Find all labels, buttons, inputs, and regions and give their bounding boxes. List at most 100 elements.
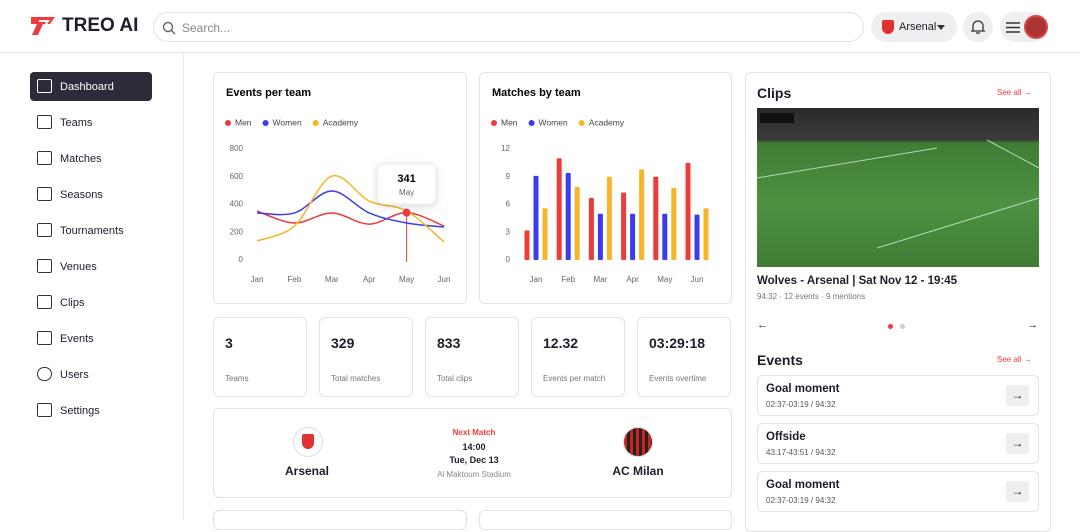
next-match-card: Arsenal Next Match 14:00 Tue, Dec 13 Al …	[213, 408, 732, 498]
legend-dot	[225, 120, 231, 126]
event-name: Goal moment	[766, 479, 840, 491]
event-open[interactable]: →	[1006, 481, 1029, 502]
see-all[interactable]: See all →	[997, 355, 1032, 364]
card	[479, 510, 732, 530]
stat-value: 833	[437, 335, 461, 351]
bar	[671, 187, 677, 260]
stat-value: 03:29:18	[649, 335, 706, 351]
nav-item[interactable]: Tournaments	[30, 216, 152, 245]
see-all-text[interactable]: See all	[997, 88, 1022, 97]
home-team: Arsenal	[284, 464, 330, 478]
clip-title[interactable]: Wolves - Arsenal | Sat Nov 12 - 19:45	[757, 275, 958, 287]
y-tick-label: 0	[506, 255, 511, 264]
event-item[interactable]: Goal moment 02:37-03:19 / 94:32 →	[757, 471, 1039, 512]
nav-item[interactable]: Teams	[30, 108, 152, 137]
x-tick-label: May	[399, 275, 414, 284]
stat-value: 12.32	[543, 335, 579, 351]
bar	[694, 214, 700, 260]
pitch-lines	[756, 113, 1040, 249]
nav-item[interactable]: Clips	[30, 288, 152, 317]
nav-item[interactable]: Settings	[30, 396, 152, 425]
search[interactable]: Search...	[153, 12, 864, 42]
bar	[565, 173, 571, 260]
x-tick-label: May	[657, 275, 672, 284]
nav-item[interactable]: Matches	[30, 144, 152, 173]
user-menu[interactable]	[1000, 12, 1048, 42]
legend-dot	[312, 120, 319, 126]
nav-icon	[37, 403, 52, 417]
bar	[606, 176, 612, 260]
nav-label: Settings	[60, 404, 100, 417]
legend-dot	[262, 120, 269, 126]
search-icon	[162, 21, 176, 35]
dot[interactable]	[888, 324, 893, 329]
nav-label: Matches	[60, 152, 102, 165]
bar	[533, 175, 539, 260]
team-name: Arsenal	[899, 21, 937, 33]
nav-item[interactable]: Dashboard	[30, 72, 152, 101]
event-name: Offside	[766, 431, 806, 443]
bar	[574, 186, 580, 260]
header: TREO AI Search... Arsenal	[0, 0, 1080, 53]
menu-icon	[1006, 22, 1020, 33]
nav-label: Teams	[60, 116, 93, 129]
x-tick-label: Apr	[626, 275, 639, 284]
nav-item[interactable]: Events	[30, 324, 152, 353]
see-all-text[interactable]: See all	[997, 355, 1022, 364]
chart: Events per team Men Women Academy 0 200 400 600…	[225, 87, 450, 284]
bar-chart-card: Matches by team Men Women Academy 0 3 6 9 12 Jan F…	[479, 72, 732, 304]
next-arrow[interactable]: →	[1027, 319, 1038, 331]
bar	[524, 230, 530, 260]
y-tick-label: 600	[230, 172, 244, 181]
stat-label: Teams	[225, 374, 249, 383]
team-crest	[882, 20, 894, 34]
nav-item[interactable]: Seasons	[30, 180, 152, 209]
logo: TREO AI	[62, 15, 139, 36]
event-item[interactable]: Goal moment 02:37-03:19 / 94:32 →	[757, 375, 1039, 416]
bar	[639, 169, 645, 260]
legend-dot	[491, 120, 497, 126]
event-open[interactable]: →	[1006, 433, 1029, 454]
clip-video[interactable]	[756, 108, 1040, 267]
nav-label: Clips	[60, 296, 85, 309]
x-tick-label: Mar	[594, 275, 608, 284]
chart-title: Events per team	[226, 87, 311, 99]
nav-icon	[37, 259, 52, 273]
y-tick-label: 800	[230, 144, 244, 153]
stat-card: 833 Total clips	[425, 317, 519, 397]
nav-item[interactable]: Venues	[30, 252, 152, 281]
y-tick-label: 6	[506, 200, 511, 209]
event-time: 02:37-03:19 / 94:32	[766, 496, 836, 505]
bar	[556, 158, 562, 260]
stat-card: 03:29:18 Events overtime	[637, 317, 731, 397]
match-date: Tue, Dec 13	[449, 455, 499, 465]
dot[interactable]	[900, 324, 905, 329]
chart-title: Matches by team	[492, 87, 581, 99]
home-crest	[293, 427, 323, 457]
bar	[703, 208, 709, 260]
event-time: 02:37-03:19 / 94:32	[766, 400, 836, 409]
bar	[621, 192, 627, 260]
bell-icon	[971, 20, 985, 34]
event-name: Goal moment	[766, 383, 840, 395]
team-select[interactable]: Arsenal	[871, 12, 957, 42]
events-title: Events	[757, 352, 803, 368]
nav-label: Venues	[60, 260, 97, 273]
stat-label: Total clips	[437, 374, 473, 383]
prev-arrow[interactable]: ←	[757, 319, 768, 331]
event-item[interactable]: Offside 43:17-43:51 / 94:32 →	[757, 423, 1039, 464]
nav-item[interactable]: Users	[30, 360, 152, 389]
nav-icon	[37, 151, 52, 165]
event-time: 43:17-43:51 / 94:32	[766, 448, 836, 457]
stat-label: Events per match	[543, 374, 606, 383]
bar	[597, 213, 603, 260]
clip-meta: 94:32 · 12 events · 9 mentions	[757, 292, 866, 301]
tooltip-dot	[402, 208, 411, 217]
y-tick-label: 3	[506, 227, 511, 236]
see-all[interactable]: See all →	[997, 88, 1032, 97]
event-open[interactable]: →	[1006, 385, 1029, 406]
notifications[interactable]	[963, 12, 993, 42]
x-tick-label: Mar	[325, 275, 339, 284]
y-tick-label: 0	[239, 255, 244, 264]
